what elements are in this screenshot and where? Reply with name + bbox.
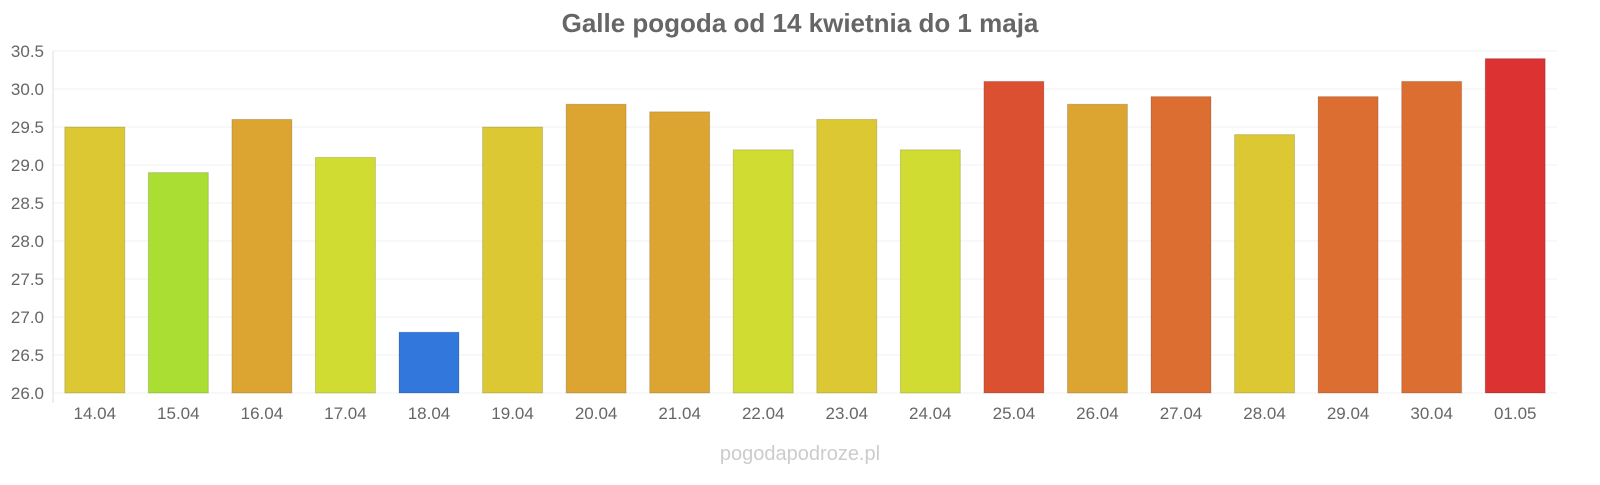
x-tick-label: 17.04	[324, 404, 367, 423]
y-tick-label: 26.5	[11, 346, 44, 365]
x-tick-label: 18.04	[408, 404, 451, 423]
x-tick-label: 25.04	[993, 404, 1036, 423]
x-tick-label: 28.04	[1243, 404, 1286, 423]
bar-27.04[interactable]	[1150, 96, 1212, 394]
bar-29.04[interactable]	[1317, 96, 1379, 394]
bar-22.04[interactable]	[732, 149, 794, 394]
x-tick-label: 21.04	[658, 404, 701, 423]
x-tick-label: 19.04	[491, 404, 534, 423]
bar-30.04[interactable]	[1401, 80, 1463, 394]
bar-18.04[interactable]	[398, 331, 460, 394]
y-tick-label: 29.0	[11, 156, 44, 175]
y-tick-label: 28.0	[11, 232, 44, 251]
x-tick-label: 26.04	[1076, 404, 1119, 423]
y-tick-label: 30.0	[11, 80, 44, 99]
bar-21.04[interactable]	[649, 111, 711, 394]
bar-14.04[interactable]	[64, 126, 126, 394]
y-tick-label: 27.5	[11, 270, 44, 289]
bar-15.04[interactable]	[147, 172, 209, 394]
bar-19.04[interactable]	[482, 126, 544, 394]
chart-title: Galle pogoda od 14 kwietnia do 1 maja	[562, 8, 1039, 38]
y-tick-label: 26.0	[11, 384, 44, 403]
bar-25.04[interactable]	[983, 80, 1045, 394]
y-tick-label: 29.5	[11, 118, 44, 137]
x-tick-label: 30.04	[1410, 404, 1453, 423]
x-tick-label: 24.04	[909, 404, 952, 423]
x-tick-label: 27.04	[1160, 404, 1203, 423]
x-tick-label: 22.04	[742, 404, 785, 423]
x-tick-label: 16.04	[241, 404, 284, 423]
x-tick-label: 29.04	[1327, 404, 1370, 423]
bar-17.04[interactable]	[314, 156, 376, 394]
x-tick-label: 14.04	[74, 404, 117, 423]
watermark: pogodapodroze.pl	[720, 443, 880, 465]
bar-28.04[interactable]	[1234, 134, 1296, 394]
x-tick-label: 01.05	[1494, 404, 1537, 423]
x-tick-label: 23.04	[826, 404, 869, 423]
x-tick-label: 20.04	[575, 404, 618, 423]
y-tick-label: 28.5	[11, 194, 44, 213]
bar-20.04[interactable]	[565, 103, 627, 394]
x-tick-label: 15.04	[157, 404, 200, 423]
bar-24.04[interactable]	[899, 149, 961, 394]
y-tick-label: 27.0	[11, 308, 44, 327]
bar-26.04[interactable]	[1066, 103, 1128, 394]
y-tick-label: 30.5	[11, 42, 44, 61]
bar-23.04[interactable]	[816, 118, 878, 394]
bar-16.04[interactable]	[231, 118, 293, 394]
bar-01.05[interactable]	[1484, 58, 1546, 394]
